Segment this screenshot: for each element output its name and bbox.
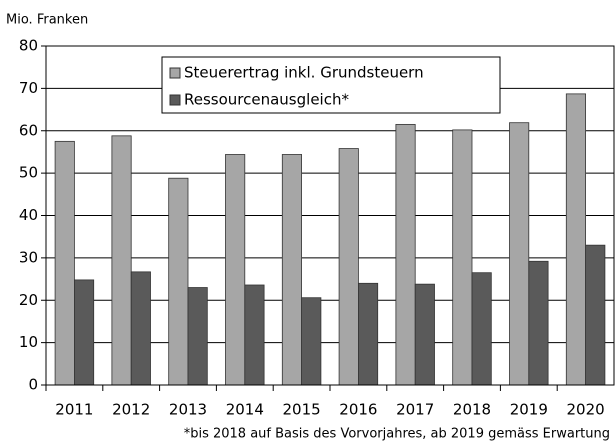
bar xyxy=(471,272,492,386)
legend-swatch xyxy=(169,94,181,106)
bar xyxy=(225,154,246,386)
x-tick-label: 2018 xyxy=(453,401,491,419)
legend-label: Ressourcenausgleich* xyxy=(184,91,349,109)
bar xyxy=(565,93,587,386)
bar xyxy=(338,148,359,386)
x-tick-label: 2017 xyxy=(396,401,434,419)
legend-box xyxy=(161,56,501,114)
y-tick-label: 20 xyxy=(19,291,38,309)
x-tick-label: 2015 xyxy=(283,401,321,419)
bar xyxy=(395,123,416,386)
legend-label: Steuerertrag inkl. Grundsteuern xyxy=(184,64,424,82)
bar xyxy=(187,287,208,386)
x-tick-label: 2012 xyxy=(112,401,150,419)
bar xyxy=(74,279,95,386)
bar xyxy=(528,260,549,386)
bar xyxy=(452,129,473,386)
bar xyxy=(130,271,151,386)
y-axis-label: Mio. Franken xyxy=(6,13,88,28)
bar xyxy=(414,283,435,386)
bar xyxy=(357,282,379,386)
y-tick-label: 40 xyxy=(19,206,38,224)
y-tick-label: 0 xyxy=(28,376,38,394)
bar xyxy=(244,284,265,386)
y-tick-label: 70 xyxy=(19,79,38,97)
plot-frame xyxy=(45,45,615,386)
x-tick-label: 2020 xyxy=(567,401,605,419)
bar xyxy=(111,135,132,386)
bar xyxy=(281,154,302,386)
y-tick-label: 80 xyxy=(19,37,38,55)
bar xyxy=(585,244,606,386)
x-tick-label: 2014 xyxy=(226,401,264,419)
y-tick-label: 50 xyxy=(19,164,38,182)
x-tick-label: 2016 xyxy=(339,401,377,419)
x-tick-label: 2011 xyxy=(55,401,93,419)
bar xyxy=(509,122,530,386)
footnote: *bis 2018 auf Basis des Vorvorjahres, ab… xyxy=(184,427,610,442)
legend-swatch xyxy=(169,67,181,79)
bar xyxy=(168,177,189,386)
x-tick-label: 2019 xyxy=(510,401,548,419)
x-tick-label: 2013 xyxy=(169,401,207,419)
bar xyxy=(301,297,322,386)
bar xyxy=(54,140,75,386)
y-tick-label: 60 xyxy=(19,121,38,139)
y-tick-label: 10 xyxy=(19,333,38,351)
y-tick-label: 30 xyxy=(19,248,38,266)
